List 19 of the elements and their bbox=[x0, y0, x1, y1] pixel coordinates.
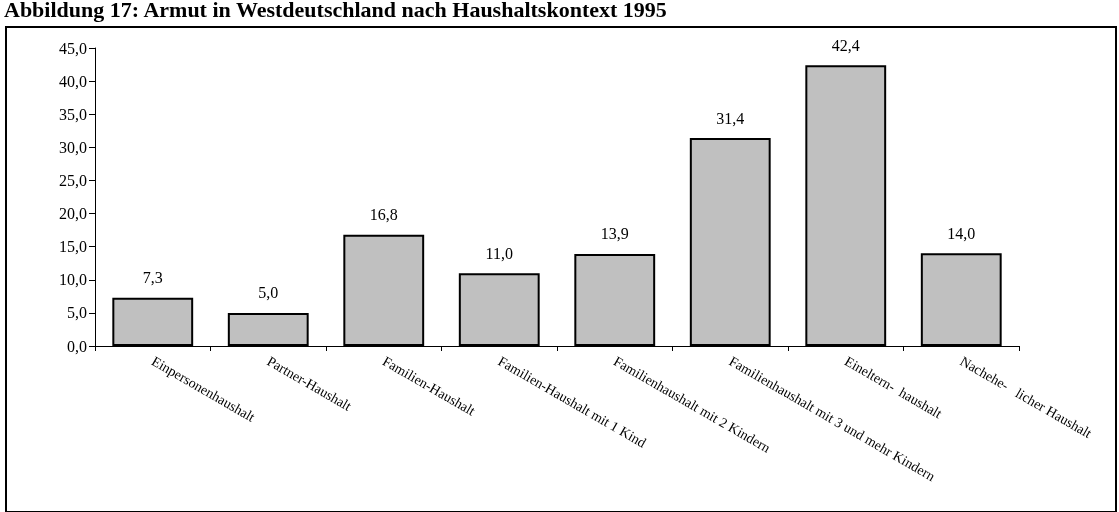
y-tick-label: 20,0 bbox=[59, 205, 87, 223]
y-tick-label: 45,0 bbox=[59, 39, 87, 57]
data-label: 42,4 bbox=[831, 36, 860, 54]
y-tick-label: 5,0 bbox=[67, 304, 87, 322]
data-label: 14,0 bbox=[947, 224, 976, 242]
data-label: 16,8 bbox=[369, 206, 398, 224]
y-tick-label: 0,0 bbox=[67, 337, 87, 355]
chart-title: Abbildung 17: Armut in Westdeutschland nach Haushaltskontext 1995 bbox=[4, 0, 667, 22]
y-tick-label: 25,0 bbox=[59, 171, 87, 189]
y-tick-label: 40,0 bbox=[59, 72, 87, 90]
data-label: 5,0 bbox=[258, 284, 279, 302]
y-tick-label: 35,0 bbox=[59, 105, 87, 123]
y-tick-label: 30,0 bbox=[59, 138, 87, 156]
y-tick-label: 10,0 bbox=[59, 271, 87, 289]
data-label: 31,4 bbox=[716, 109, 745, 127]
data-label: 13,9 bbox=[600, 225, 629, 243]
y-tick-label: 15,0 bbox=[59, 238, 87, 256]
data-label: 11,0 bbox=[485, 244, 513, 262]
data-label: 7,3 bbox=[142, 269, 163, 287]
